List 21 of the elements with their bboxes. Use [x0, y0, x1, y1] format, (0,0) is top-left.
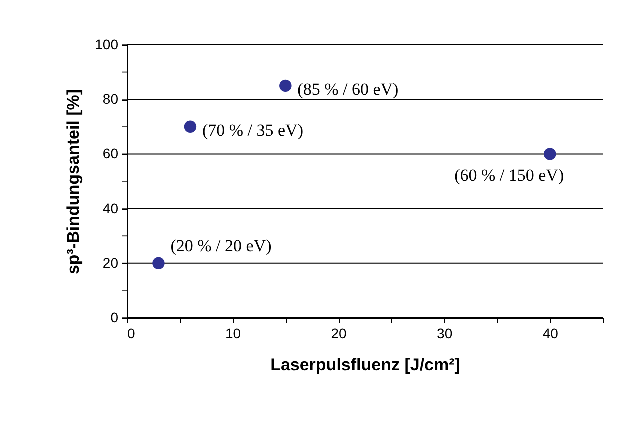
annotation: (60 % / 150 eV)	[454, 166, 564, 186]
y-tick-label: 0	[110, 310, 119, 326]
y-tick-label: 100	[95, 36, 119, 52]
y-tick-label: 40	[102, 200, 119, 216]
x-tick-label: 30	[437, 326, 453, 342]
x-tick-label: 20	[331, 326, 348, 342]
annotation: (20 % / 20 eV)	[170, 236, 272, 256]
y-tick-label: 20	[102, 254, 119, 271]
point	[184, 120, 197, 134]
point	[544, 148, 556, 160]
point	[280, 80, 292, 92]
y-tick-label: 60	[102, 146, 119, 162]
x-tick-label: 0	[128, 326, 136, 342]
annotation: (70 % / 35 eV)	[202, 120, 304, 140]
x-tick-label: 40	[542, 326, 559, 342]
annotation: (85 % / 60 eV)	[298, 80, 399, 99]
point	[152, 257, 165, 270]
y-axis-title: sp³-Bindungsanteil [%]	[64, 89, 84, 275]
y-tick-label: 80	[102, 91, 119, 108]
x-axis-title: Laserpulsfluenz [J/cm²]	[270, 356, 460, 374]
x-tick-label: 10	[225, 326, 242, 342]
